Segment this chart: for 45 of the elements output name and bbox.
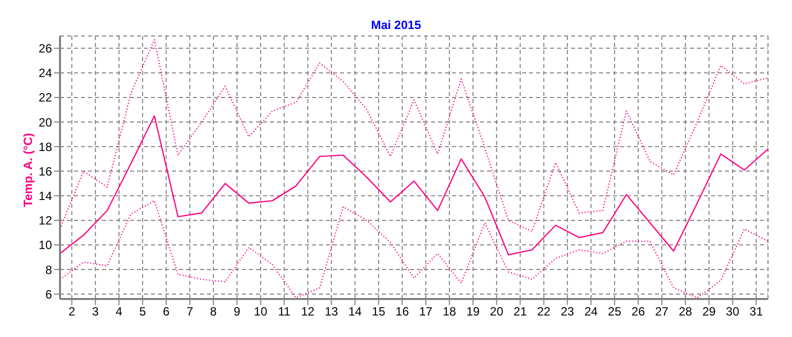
x-tick-label: 14 <box>348 304 362 319</box>
x-tick-label: 9 <box>234 304 241 319</box>
x-tick-label: 19 <box>466 304 480 319</box>
y-tick-label: 16 <box>38 164 52 178</box>
x-tick-label: 5 <box>139 304 146 319</box>
y-axis-title: Temp. A. (°C) <box>21 132 35 208</box>
x-tick-label: 20 <box>490 304 504 319</box>
x-tick-label: 2 <box>68 304 76 319</box>
y-tick-label: 24 <box>38 66 52 80</box>
y-tick-label: 20 <box>38 115 52 130</box>
x-tick-label: 28 <box>678 304 692 319</box>
x-tick-label: 13 <box>324 304 338 319</box>
x-tick-label: 12 <box>301 304 315 319</box>
x-tick-label: 8 <box>210 304 218 319</box>
y-tick-label: 6 <box>45 287 52 302</box>
y-tick-label: 12 <box>38 214 52 228</box>
y-tick-label: 26 <box>38 42 52 56</box>
x-tick-label: 30 <box>726 304 740 319</box>
x-tick-label: 10 <box>254 304 268 319</box>
x-tick-label: 3 <box>92 304 100 319</box>
y-tick-label: 8 <box>45 262 52 277</box>
chart-title: Mai 2015 <box>370 18 422 32</box>
x-tick-label: 4 <box>116 304 123 319</box>
x-tick-label: 25 <box>608 304 622 319</box>
x-tick-label: 6 <box>162 304 170 319</box>
x-tick-label: 29 <box>702 304 716 319</box>
x-tick-label: 18 <box>442 304 456 319</box>
y-tick-label: 10 <box>38 238 52 252</box>
x-tick-label: 16 <box>396 304 410 319</box>
x-tick-label: 26 <box>632 304 646 319</box>
x-tick-label: 24 <box>584 304 598 319</box>
x-tick-label: 7 <box>186 304 194 319</box>
x-tick-label: 27 <box>655 304 669 319</box>
line-series <box>60 115 768 256</box>
x-tick-label: 23 <box>560 304 574 319</box>
x-tick-label: 22 <box>537 304 551 319</box>
x-tick-label: 15 <box>372 304 386 319</box>
x-tick-label: 17 <box>419 304 433 319</box>
y-tick-label: 22 <box>38 90 52 105</box>
x-tick-label: 31 <box>750 304 764 319</box>
line-series <box>60 39 768 232</box>
x-tick-label: 21 <box>514 304 528 319</box>
y-tick-label: 14 <box>38 189 52 204</box>
x-tick-label: 11 <box>278 304 291 319</box>
y-tick-label: 18 <box>38 140 52 154</box>
